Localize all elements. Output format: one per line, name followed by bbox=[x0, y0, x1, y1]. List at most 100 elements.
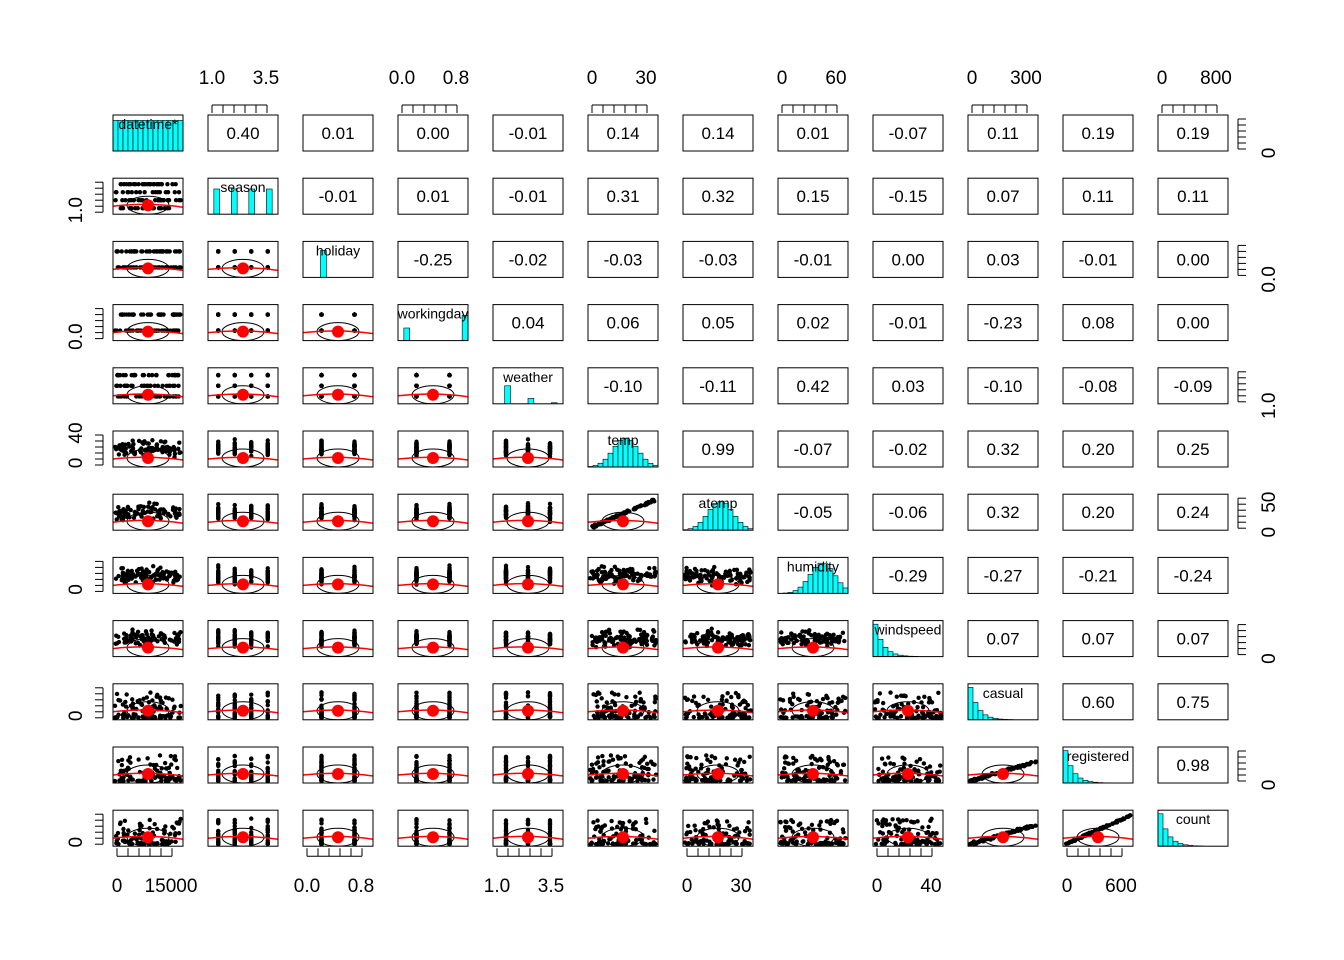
scatter-point bbox=[352, 632, 357, 637]
panel-r9-c10: 0.60 bbox=[1062, 683, 1134, 721]
correlation-value: 0.01 bbox=[416, 187, 449, 206]
scatter-point bbox=[745, 579, 750, 585]
panel-r8-c11: 0.07 bbox=[1157, 620, 1229, 658]
panel-content bbox=[208, 249, 278, 278]
scatter-point bbox=[447, 509, 452, 514]
scatter-point bbox=[791, 691, 796, 696]
scatter-point bbox=[265, 569, 270, 574]
scatter-point bbox=[835, 700, 841, 706]
panel-r0-c1: 0.40 bbox=[207, 114, 279, 152]
scatter-point bbox=[689, 637, 695, 642]
scatter-point bbox=[414, 372, 419, 378]
scatter-point bbox=[623, 510, 629, 515]
scatter-point bbox=[830, 635, 835, 641]
correlation-value: 0.11 bbox=[1082, 187, 1114, 206]
scatter-point bbox=[503, 449, 509, 454]
panel-r3-c0 bbox=[112, 304, 184, 342]
scatter-point bbox=[783, 635, 788, 641]
scatter-point bbox=[133, 190, 139, 195]
scatter-point bbox=[177, 249, 183, 254]
scatter-point bbox=[693, 700, 699, 706]
correlation-value: 0.11 bbox=[987, 124, 1019, 143]
variable-label: workingday bbox=[397, 306, 469, 322]
scatter-point bbox=[216, 249, 221, 254]
scatter-point bbox=[653, 569, 658, 574]
scatter-point bbox=[814, 634, 819, 639]
scatter-point bbox=[120, 206, 126, 211]
panel-content bbox=[113, 438, 183, 467]
panel-frame bbox=[302, 114, 374, 152]
scatter-point bbox=[137, 190, 143, 195]
scatter-point bbox=[154, 570, 159, 576]
scatter-point bbox=[702, 711, 708, 716]
correlation-value: 0.14 bbox=[701, 124, 734, 143]
panel-content bbox=[113, 249, 183, 278]
centroid-point bbox=[427, 578, 439, 591]
panel-content bbox=[588, 437, 658, 467]
panel-frame bbox=[682, 240, 754, 278]
panel-frame bbox=[587, 304, 659, 342]
scatter-point bbox=[131, 515, 137, 521]
scatter-point bbox=[149, 628, 154, 633]
scatter-point bbox=[639, 503, 644, 508]
scatter-point bbox=[119, 757, 125, 763]
panel-frame bbox=[682, 430, 754, 468]
scatter-point bbox=[352, 312, 357, 317]
histogram-bar bbox=[637, 452, 644, 467]
scatter-point bbox=[503, 506, 509, 511]
panel-frame bbox=[397, 177, 469, 215]
scatter-point bbox=[652, 700, 658, 705]
panel-frame bbox=[682, 177, 754, 215]
scatter-point bbox=[842, 638, 847, 644]
scatter-point bbox=[161, 571, 167, 576]
scatter-point bbox=[352, 693, 357, 698]
scatter-point bbox=[155, 692, 160, 697]
panel-frame bbox=[492, 620, 564, 658]
panel-frame bbox=[397, 556, 469, 594]
panel-r9-c8 bbox=[872, 683, 944, 721]
scatter-point bbox=[216, 312, 221, 317]
scatter-point bbox=[638, 632, 644, 637]
scatter-point bbox=[595, 704, 600, 709]
correlation-value: -0.25 bbox=[414, 250, 453, 269]
scatter-point bbox=[599, 576, 604, 582]
panel-frame bbox=[587, 493, 659, 531]
scatter-point bbox=[135, 206, 140, 211]
correlation-value: -0.06 bbox=[889, 503, 928, 522]
scatter-point bbox=[745, 702, 751, 708]
histogram-bar bbox=[602, 458, 609, 467]
scatter-point bbox=[136, 198, 141, 203]
scatter-point bbox=[249, 632, 254, 638]
scatter-point bbox=[628, 641, 633, 646]
scatter-point bbox=[125, 190, 130, 195]
scatter-point bbox=[736, 575, 742, 580]
panel-r7-c3 bbox=[397, 556, 469, 594]
correlation-value: 0.20 bbox=[1081, 440, 1114, 459]
scatter-point bbox=[232, 451, 237, 457]
panel-content bbox=[398, 501, 468, 531]
correlation-value: -0.01 bbox=[509, 124, 548, 143]
panel-r6-c0 bbox=[112, 493, 184, 531]
scatter-point bbox=[139, 566, 144, 571]
scatter-point bbox=[547, 512, 553, 517]
scatter-point bbox=[126, 713, 131, 718]
panel-r9-c0 bbox=[112, 683, 184, 721]
scatter-point bbox=[216, 633, 221, 639]
panel-frame bbox=[967, 430, 1039, 468]
panel-frame bbox=[1062, 304, 1134, 342]
panel-r9-c2 bbox=[302, 683, 374, 721]
histogram-bar bbox=[177, 120, 183, 151]
scatter-point bbox=[130, 312, 136, 317]
panel-r4-c1 bbox=[207, 367, 279, 405]
scatter-point bbox=[146, 569, 152, 575]
scatter-point bbox=[134, 568, 140, 573]
scatter-point bbox=[825, 631, 830, 637]
scatter-point bbox=[724, 698, 729, 703]
correlation-value: 0.19 bbox=[1176, 124, 1209, 143]
panel-r5-c3 bbox=[397, 430, 469, 468]
scatter-point bbox=[503, 513, 509, 518]
panel-content bbox=[398, 690, 468, 720]
correlation-value: -0.11 bbox=[699, 377, 737, 396]
centroid-point bbox=[902, 704, 914, 717]
panel-r2-c10: -0.01 bbox=[1062, 240, 1134, 278]
